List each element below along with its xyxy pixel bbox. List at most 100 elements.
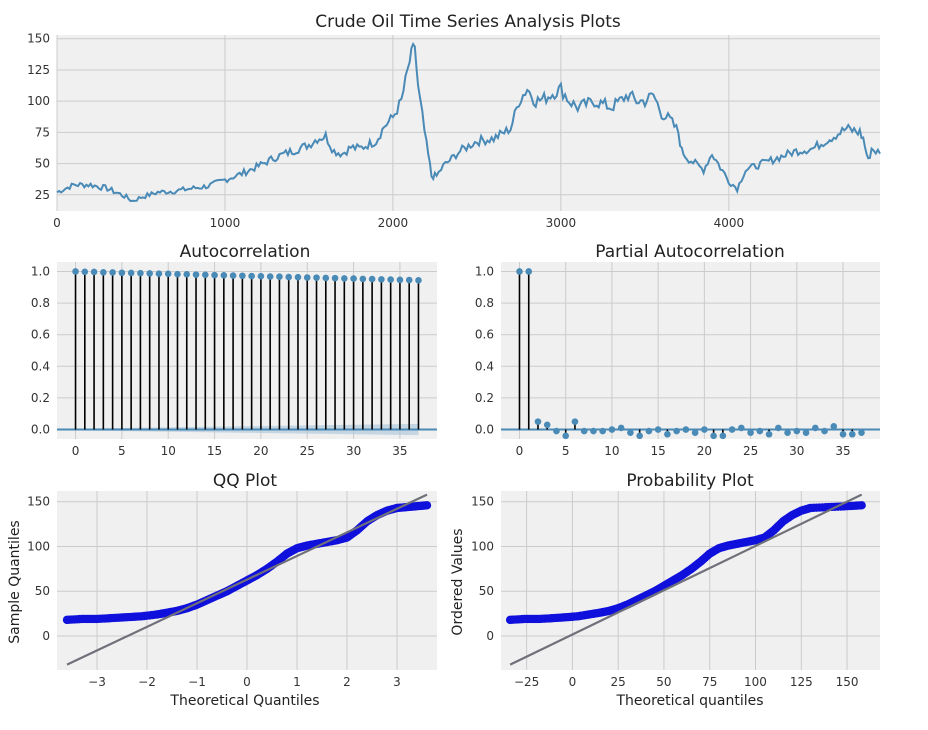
prob-ytick-label: 150	[471, 495, 494, 509]
prob-xtick-label: 100	[744, 675, 767, 689]
acf-ytick-label: 0.0	[31, 423, 50, 437]
pacf-xtick-label: 20	[697, 444, 712, 458]
pacf-marker	[728, 426, 736, 433]
acf-marker	[90, 268, 98, 276]
probability-plot-title: Probability Plot	[626, 471, 754, 491]
probability-plot-ylabel: Ordered Values	[450, 528, 466, 635]
pacf-xtick-label: 10	[604, 444, 619, 458]
pacf-marker	[516, 268, 523, 275]
acf-marker	[118, 269, 126, 277]
ts-xtick-label: 1000	[210, 216, 241, 230]
acf-marker	[378, 276, 385, 283]
acf-xtick-label: 10	[161, 444, 176, 458]
qq-xtick-label: 0	[243, 675, 251, 689]
acf-marker	[276, 273, 283, 280]
pacf-xtick-label: 25	[743, 444, 758, 458]
acf-marker	[415, 277, 422, 284]
acf-marker	[285, 273, 293, 281]
acf-marker	[183, 271, 191, 278]
qq-plot-title: QQ Plot	[213, 471, 278, 491]
acf-xtick-label: 30	[346, 444, 361, 458]
acf-marker	[248, 272, 255, 280]
pacf-xtick-label: 5	[562, 444, 570, 458]
ts-ytick-label: 125	[27, 63, 50, 77]
prob-xtick-label: −25	[514, 675, 539, 689]
prob-fit-line	[509, 493, 863, 666]
pacf-marker	[793, 427, 801, 435]
acf-marker	[229, 272, 237, 279]
acf-marker	[322, 274, 330, 282]
qq-ytick-label: 0	[42, 629, 50, 643]
ts-xtick-label: 4000	[714, 216, 745, 230]
pacf-ytick-label: 0.8	[475, 296, 494, 310]
ts-ytick-label: 50	[35, 157, 50, 171]
prob-xtick-label: 0	[569, 675, 577, 689]
pacf-marker	[543, 421, 551, 429]
pacf-marker	[627, 429, 634, 436]
qq-fit-line	[66, 493, 428, 666]
prob-xtick-label: 50	[656, 675, 671, 689]
acf-marker	[303, 274, 311, 281]
pacf-marker	[821, 427, 828, 435]
pacf-marker	[525, 268, 533, 275]
pacf-marker	[701, 426, 708, 433]
acf-xtick-label: 35	[392, 444, 407, 458]
pacf-marker	[553, 427, 560, 435]
acf-marker	[201, 271, 209, 279]
acf-marker	[127, 269, 135, 277]
acf-marker	[72, 268, 79, 275]
pacf-marker	[673, 427, 680, 435]
partial-autocorrelation-title: Partial Autocorrelation	[595, 242, 785, 262]
pacf-marker	[848, 430, 856, 438]
qq-ytick-label: 100	[27, 539, 50, 553]
pacf-marker	[562, 432, 570, 440]
pacf-marker	[802, 429, 810, 436]
pacf-xtick-label: 0	[516, 444, 524, 458]
acf-marker	[220, 271, 228, 279]
prob-point	[857, 501, 866, 510]
acf-marker	[368, 275, 376, 283]
acf-marker	[294, 273, 302, 281]
pacf-marker	[590, 427, 597, 435]
acf-marker	[164, 270, 172, 278]
qq-point	[422, 501, 432, 510]
pacf-marker	[580, 427, 588, 435]
acf-marker	[100, 268, 107, 276]
qq-xtick-label: 2	[343, 675, 351, 689]
acf-ytick-label: 0.2	[31, 391, 50, 405]
time-series-panel: 0 1000 2000 3000 4000 25 50 75 100 125 150 Crude Oi…	[27, 12, 881, 230]
pacf-ytick-label: 1.0	[475, 264, 494, 278]
pacf-xtick-label: 30	[789, 444, 804, 458]
acf-marker	[81, 268, 89, 276]
pacf-xtick-label: 35	[835, 444, 850, 458]
acf-marker	[387, 276, 394, 283]
qq-xtick-label: 1	[293, 675, 301, 689]
acf-xtick-label: 15	[207, 444, 222, 458]
partial-autocorrelation-panel: 0 5 10 15 20 25 30 35 0.0 0.2 0.4 0.6 0.8 1.0 Partial …	[475, 242, 880, 458]
acf-marker	[313, 274, 320, 281]
pacf-xtick-label: 15	[651, 444, 666, 458]
pacf-marker	[571, 418, 579, 425]
pacf-marker	[719, 432, 727, 440]
acf-xtick-label: 20	[253, 444, 268, 458]
acf-ytick-label: 1.0	[31, 264, 50, 278]
prob-ytick-label: 50	[479, 584, 494, 598]
acf-marker	[350, 275, 357, 282]
pacf-ytick-label: 0.6	[475, 328, 494, 342]
qq-plot-xlabel: Theoretical Quantiles	[169, 693, 319, 709]
prob-plot-area	[501, 491, 880, 670]
qq-xtick-label: −1	[188, 675, 206, 689]
acf-marker	[174, 270, 181, 278]
pacf-marker	[784, 429, 791, 436]
ts-ytick-label: 150	[27, 32, 50, 46]
prob-xtick-label: 125	[790, 675, 813, 689]
autocorrelation-panel: 0 5 10 15 20 25 30 35 0.0 0.2 0.4 0.6 0.8 1.0 Autocorr…	[31, 242, 437, 458]
prob-xtick-label: 150	[836, 675, 859, 689]
ts-xtick-label: 2000	[378, 216, 409, 230]
acf-marker	[257, 272, 265, 280]
time-series-title: Crude Oil Time Series Analysis Plots	[315, 12, 621, 32]
acf-marker	[405, 276, 413, 284]
prob-xtick-label: 75	[702, 675, 717, 689]
acf-marker	[359, 275, 367, 283]
acf-marker	[137, 269, 144, 277]
